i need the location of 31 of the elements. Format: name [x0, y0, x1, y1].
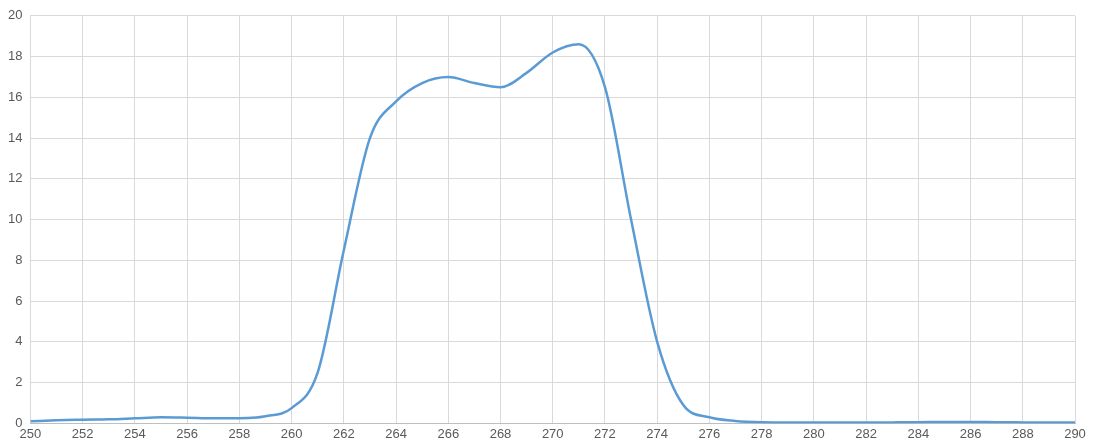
- x-tick-label: 266: [437, 425, 460, 441]
- x-tick-label: 290: [1064, 425, 1086, 441]
- y-tick-label: 2: [15, 374, 23, 390]
- x-tick-label: 270: [541, 425, 564, 441]
- x-tick-label: 268: [489, 425, 512, 441]
- x-tick-label: 272: [594, 425, 616, 441]
- x-tick-label: 258: [228, 425, 251, 441]
- x-tick-label: 276: [698, 425, 721, 441]
- y-tick-label: 4: [15, 333, 23, 349]
- x-tick-label: 252: [71, 425, 94, 441]
- x-tick-label: 260: [280, 425, 303, 441]
- x-tick-label: 284: [907, 425, 930, 441]
- x-tick-label: 288: [1011, 425, 1034, 441]
- y-tick-label: 14: [7, 129, 23, 145]
- y-tick-label: 16: [7, 88, 23, 104]
- x-tick-label: 286: [959, 425, 982, 441]
- y-tick-label: 6: [15, 292, 23, 308]
- x-tick-label: 254: [124, 425, 146, 441]
- x-tick-label: 274: [646, 425, 669, 441]
- y-tick-label: 8: [15, 251, 23, 267]
- line-series: [30, 43, 1075, 424]
- y-tick-label: 10: [7, 211, 23, 227]
- x-tick-label: 280: [803, 425, 825, 441]
- y-tick-label: 18: [7, 48, 23, 64]
- y-tick-label: 12: [7, 170, 23, 186]
- x-tick-label: 264: [385, 425, 407, 441]
- x-tick-label: 256: [176, 425, 198, 441]
- x-tick-label: 262: [332, 425, 355, 441]
- x-tick-label: 282: [855, 425, 877, 441]
- x-tick-label: 278: [750, 425, 773, 441]
- y-tick-label: 20: [7, 7, 23, 23]
